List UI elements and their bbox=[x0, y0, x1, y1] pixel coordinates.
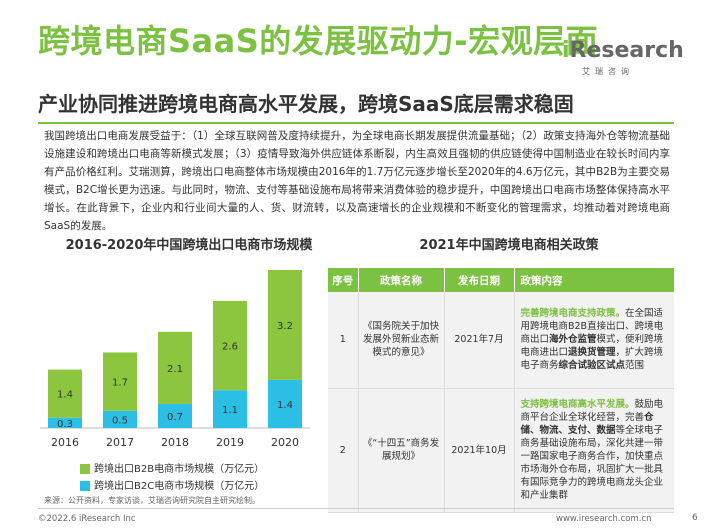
footer-copyright: ©2022.6 iResearch Inc bbox=[38, 514, 136, 524]
data-label-b2c-2019: 1.1 bbox=[222, 405, 238, 416]
header-content: 政策内容 bbox=[514, 268, 674, 292]
content-segment: 完善跨境电商支持政策。 bbox=[520, 308, 626, 320]
chart-title: 2016-2020年中国跨境出口电商市场规模 bbox=[65, 238, 313, 253]
page-subtitle: 产业协同推进跨境电商高水平发展，跨境SaaS底层需求稳固 bbox=[38, 92, 574, 116]
bar-b2b-2018 bbox=[158, 331, 192, 404]
row-num: 1 bbox=[328, 292, 359, 389]
legend-label-b2c: 跨境出口B2C电商市场规模（万亿元） bbox=[94, 481, 265, 492]
data-label-b2b-2017: 1.7 bbox=[112, 378, 128, 389]
content-segment: 仓储、物流、支付、数据 bbox=[520, 412, 654, 436]
data-label-b2b-2016: 1.4 bbox=[57, 390, 73, 401]
data-label-b2c-2017: 0.5 bbox=[112, 415, 128, 426]
bar-b2b-2016 bbox=[48, 369, 82, 418]
x-tick-label-2016: 2016 bbox=[51, 436, 79, 449]
x-tick-label-2017: 2017 bbox=[106, 436, 134, 449]
data-label-b2b-2018: 2.1 bbox=[167, 364, 183, 375]
subtitle-divider bbox=[38, 122, 674, 124]
content-segment: 退换货管理 bbox=[568, 347, 616, 359]
data-label-b2c-2020: 1.4 bbox=[277, 400, 293, 411]
row-policy-name: 《“十四五”商务发展规划》 bbox=[358, 388, 445, 513]
legend-swatch-b2c bbox=[80, 481, 90, 491]
bar-b2b-2020 bbox=[268, 270, 302, 380]
header-name: 政策名称 bbox=[358, 268, 445, 292]
content-segment: ，扩大跨境电子商务 bbox=[520, 347, 664, 372]
bar-b2c-2017 bbox=[103, 410, 137, 428]
header-date: 发布日期 bbox=[444, 268, 515, 292]
data-label-b2b-2020: 3.2 bbox=[277, 321, 293, 332]
content-segment: 范围 bbox=[625, 360, 645, 372]
row-content: 支持跨境电商高水平发展。鼓励电商平台企业全球化经营，完善仓储、物流、支付、数据等… bbox=[514, 388, 674, 513]
iresearch-logo: iResearch 艾瑞咨询 bbox=[562, 38, 684, 82]
logo-i: i bbox=[562, 38, 570, 63]
legend-item-b2b: 跨境出口B2B电商市场规模（万亿元） bbox=[80, 460, 264, 475]
content-segment: 等全球电子商务基础设施布局，深化共建一带一路国家电子商务合作，加快重点市场海外仓… bbox=[520, 425, 664, 501]
data-label-b2c-2016: 0.3 bbox=[57, 419, 73, 430]
policy-table: 序号 政策名称 发布日期 政策内容 1 《国务院关于加快发展外贸新业态新模式的意… bbox=[328, 268, 674, 513]
bar-b2c-2020 bbox=[268, 379, 302, 428]
table-row: 2 《“十四五”商务发展规划》 2021年10月 支持跨境电商高水平发展。鼓励电… bbox=[328, 388, 674, 513]
bar-b2c-2016 bbox=[48, 417, 82, 428]
data-label-b2c-2018: 0.7 bbox=[167, 412, 183, 423]
content-segment: 综合试验区试点 bbox=[558, 360, 626, 372]
legend-label-b2b: 跨境出口B2B电商市场规模（万亿元） bbox=[94, 464, 265, 475]
bar-b2c-2019 bbox=[213, 390, 247, 428]
bar-b2c-2018 bbox=[158, 403, 192, 428]
content-segment: 在全国适用跨境电商B2B直接出口、跨境电商出口 bbox=[520, 308, 664, 346]
content-segment: 海外仓监管 bbox=[549, 334, 597, 346]
data-label-b2b-2019: 2.6 bbox=[222, 342, 238, 353]
intro-paragraph: 我国跨境出口电商发展受益于：（1）全球互联网普及度持续提升，为全球电商长期发展提… bbox=[44, 130, 670, 232]
bar-b2b-2017 bbox=[103, 352, 137, 411]
legend-item-b2c: 跨境出口B2C电商市场规模（万亿元） bbox=[80, 477, 264, 492]
logo-sub-text: 艾瑞咨询 bbox=[582, 67, 634, 76]
row-num: 2 bbox=[328, 388, 359, 513]
logo-main-text: Research bbox=[569, 38, 684, 63]
content-segment: 支持跨境电商高水平发展。 bbox=[520, 399, 635, 410]
row-policy-name: 《国务院关于加快发展外贸新业态新模式的意见》 bbox=[358, 292, 445, 389]
footer-divider bbox=[38, 508, 674, 509]
row-date: 2021年7月 bbox=[444, 292, 515, 389]
market-size-bar-chart: 0.3 1.4 2016 0.5 1.7 2017 0.7 2.1 2018 1.1 2.6 2019… bbox=[40, 270, 310, 449]
footer-url[interactable]: www.iresearch.com.cn bbox=[556, 514, 652, 524]
row-date: 2021年10月 bbox=[444, 388, 515, 513]
x-tick-label-2019: 2019 bbox=[216, 436, 244, 449]
content-segment: 鼓励电商平台企业全球化经营，完善 bbox=[520, 399, 664, 423]
header-num: 序号 bbox=[328, 268, 359, 292]
bar-b2b-2019 bbox=[213, 300, 247, 391]
x-tick-label-2020: 2020 bbox=[271, 436, 299, 449]
page-title: 跨境电商SaaS的发展驱动力-宏观层面 bbox=[38, 22, 599, 60]
x-tick-label-2018: 2018 bbox=[161, 436, 189, 449]
table-title: 2021年中国跨境电商相关政策 bbox=[419, 238, 599, 253]
legend-swatch-b2b bbox=[80, 464, 90, 474]
content-segment: 模式，便利跨境电商进出口 bbox=[520, 334, 664, 359]
table-header-row: 序号 政策名称 发布日期 政策内容 bbox=[328, 268, 674, 292]
row-content: 完善跨境电商支持政策。在全国适用跨境电商B2B直接出口、跨境电商出口海外仓监管模… bbox=[514, 292, 674, 389]
source-note: 来源：公开资料，专家访谈，艾瑞咨询研究院自主研究绘制。 bbox=[44, 496, 260, 505]
page-number: 6 bbox=[692, 513, 698, 523]
table-row: 1 《国务院关于加快发展外贸新业态新模式的意见》 2021年7月 完善跨境电商支… bbox=[328, 292, 674, 389]
